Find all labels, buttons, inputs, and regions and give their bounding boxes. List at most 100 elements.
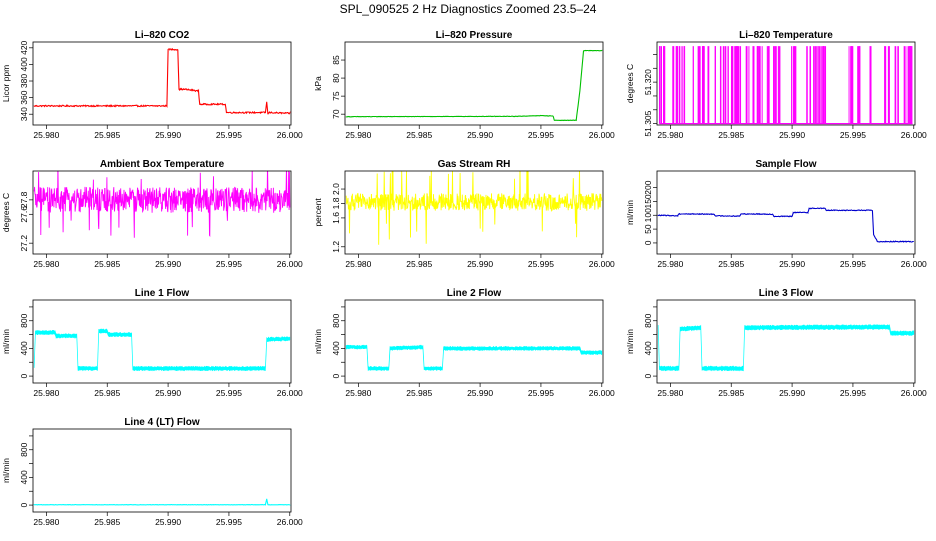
y-axis-label: ml/min [313,329,323,354]
x-tick-label: 25.980 [657,388,683,398]
x-tick-label: 25.995 [840,259,866,269]
y-tick-label: 0 [643,240,653,245]
chart-svg: Line 2 Flow ml/min 25.980 25.985 25.990 25.99… [313,288,615,398]
chart-title: Line 3 Flow [759,288,814,299]
x-tick-label: 25.995 [216,388,242,398]
x-tick-label: 25.985 [406,130,432,140]
y-axis-label: ml/min [625,200,635,225]
y-tick-label: 75 [331,91,341,101]
x-tick-label: 26.000 [277,130,303,140]
y-axis-label: ml/min [625,329,635,354]
y-tick-label: 800 [643,313,653,327]
y-tick-label: 1.6 [331,212,341,224]
x-tick-label: 26.000 [901,388,927,398]
y-axis-label: degrees C [1,193,11,232]
y-tick-label: 150 [643,194,653,208]
x-tick-label: 25.995 [216,517,242,527]
series-group [33,171,291,238]
chart-title: Line 4 (LT) Flow [124,417,200,428]
x-tick-label: 25.980 [33,517,59,527]
y-axis-label: percent [313,198,323,227]
chart-svg: Li–820 CO2 Licor ppm 25.980 25.985 25.990 25.… [1,30,303,140]
x-tick-label: 25.985 [406,259,432,269]
x-tick-label: 25.990 [155,130,181,140]
y-axis-label: Licor ppm [1,65,11,102]
x-tick-label: 25.980 [345,388,371,398]
y-tick-label: 1.2 [331,241,341,253]
plot-frame [656,41,916,126]
y-tick-label: 0 [643,373,653,378]
x-tick-label: 25.985 [718,388,744,398]
chart-title: Li–820 Pressure [436,30,513,41]
x-tick-label: 25.980 [33,130,59,140]
x-tick-label: 25.985 [94,517,120,527]
series-group [345,49,603,122]
y-tick-label: 420 [19,40,29,54]
x-tick-label: 25.990 [779,259,805,269]
chart-panel-7: Line 1 Flow ml/min 25.980 25.985 25.990 25.99… [0,283,312,412]
y-tick-label: 400 [643,341,653,355]
x-tick-label: 26.000 [589,388,615,398]
x-tick-label: 25.985 [94,259,120,269]
chart-svg: Line 4 (LT) Flow ml/min 25.980 25.985 25.990… [1,417,303,527]
x-tick-label: 26.000 [589,130,615,140]
y-tick-label: 100 [643,208,653,222]
y-axis-label: ml/min [1,458,11,483]
y-tick-label: 0 [19,502,29,507]
chart-panel-5: Gas Stream RH percent 25.980 25.985 25.990 25… [312,154,624,283]
x-tick-label: 25.995 [528,259,554,269]
chart-svg: Line 3 Flow ml/min 25.980 25.985 25.990 25.99… [625,288,927,398]
y-tick-label: 360 [19,90,29,104]
x-tick-label: 25.995 [216,130,242,140]
x-tick-label: 25.990 [467,259,493,269]
plot-frame [32,428,292,513]
chart-svg: Gas Stream RH percent 25.980 25.985 25.990 25… [313,159,615,269]
chart-svg: Line 1 Flow ml/min 25.980 25.985 25.990 25.99… [1,288,303,398]
chart-title: Ambient Box Temperature [100,159,225,170]
y-tick-label: 27.6 [19,206,29,223]
plot-frame [32,299,292,384]
series-group [33,47,291,115]
y-tick-label: 380 [19,74,29,88]
y-tick-label: 0 [19,373,29,378]
x-tick-label: 25.995 [216,259,242,269]
x-tick-label: 25.985 [406,388,432,398]
y-tick-label: 2.0 [331,183,341,195]
chart-panel-6: Sample Flow ml/min 25.980 25.985 25.990 25.99… [624,154,936,283]
plot-frame [344,299,604,384]
plot-frame [656,170,916,255]
chart-title: Li–820 CO2 [135,30,190,41]
x-tick-label: 25.980 [657,259,683,269]
series-band [345,344,603,372]
series-band [657,324,915,372]
chart-svg: Sample Flow ml/min 25.980 25.985 25.990 25.99… [625,159,927,269]
chart-title: Gas Stream RH [438,159,511,170]
y-tick-label: 340 [19,107,29,121]
plot-frame [656,299,916,384]
y-tick-label: 1.8 [331,197,341,209]
chart-panel-4: Ambient Box Temperature degrees C 25.980 25… [0,154,312,283]
chart-panel-3: Li–820 Temperature degrees C 25.980 25.985 2… [624,25,936,154]
y-tick-label: 800 [19,442,29,456]
chart-title: Sample Flow [755,159,816,170]
x-tick-label: 25.990 [155,517,181,527]
x-tick-label: 25.985 [94,388,120,398]
y-tick-label: 27.2 [19,235,29,252]
series-line [345,171,603,245]
y-tick-label: 85 [331,55,341,65]
y-tick-label: 200 [643,180,653,194]
plot-frame [344,41,604,126]
chart-svg: Li–820 Temperature degrees C 25.980 25.985 2… [625,30,927,140]
chart-title: Line 1 Flow [135,288,190,299]
x-tick-label: 25.980 [345,130,371,140]
x-tick-label: 25.990 [155,388,181,398]
plot-frame [344,170,604,255]
y-axis-label: degrees C [625,64,635,103]
series-group [657,207,914,243]
chart-title: Line 2 Flow [447,288,502,299]
y-tick-label: 400 [19,57,29,71]
series-group [345,171,603,245]
plot-frame [32,170,292,255]
y-tick-label: 400 [331,341,341,355]
series-group [657,324,915,372]
